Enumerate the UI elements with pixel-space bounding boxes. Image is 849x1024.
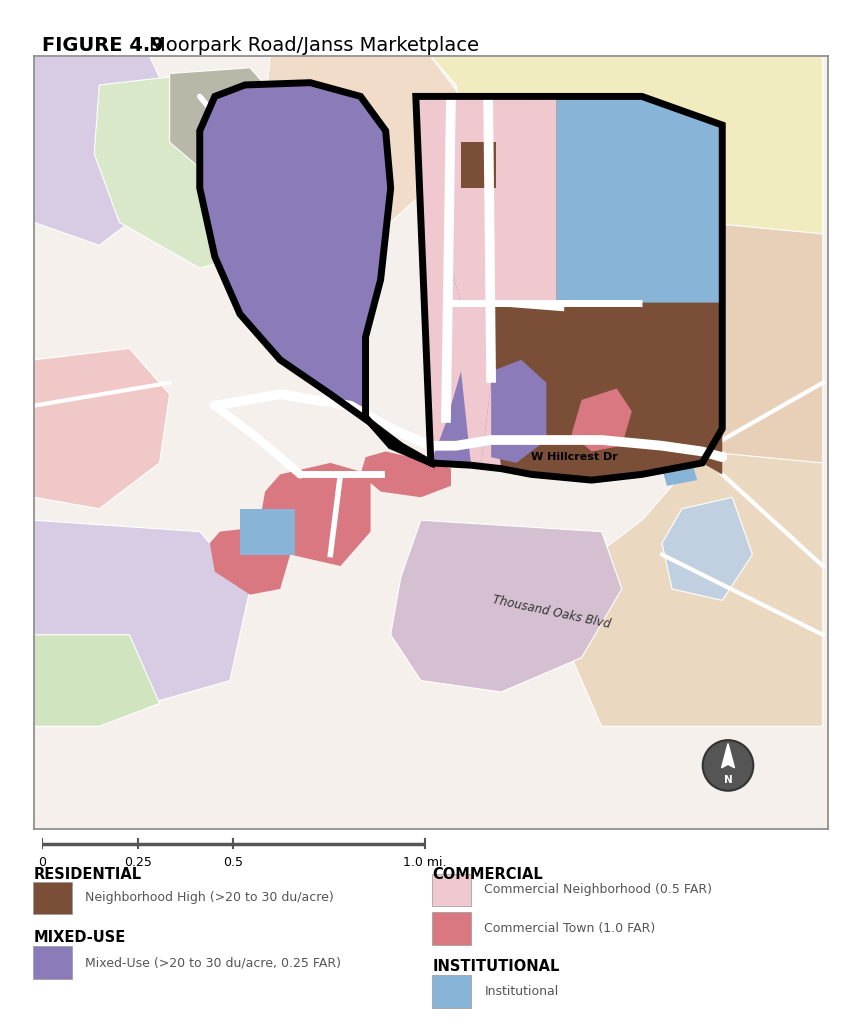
Text: INSTITUTIONAL: INSTITUTIONAL [432, 959, 559, 974]
Polygon shape [240, 509, 295, 555]
FancyBboxPatch shape [432, 976, 471, 1008]
Polygon shape [416, 96, 556, 302]
Text: FIGURE 4.9: FIGURE 4.9 [42, 36, 164, 55]
Polygon shape [430, 56, 823, 268]
Polygon shape [200, 83, 722, 480]
Text: 0: 0 [38, 856, 47, 869]
Text: 0.25: 0.25 [124, 856, 152, 869]
Text: N: N [723, 775, 733, 784]
Polygon shape [34, 520, 250, 703]
Polygon shape [34, 56, 180, 246]
Polygon shape [34, 635, 160, 726]
Polygon shape [260, 463, 370, 566]
Polygon shape [361, 452, 451, 498]
Text: Commercial Town (1.0 FAR): Commercial Town (1.0 FAR) [484, 922, 655, 935]
Text: Mixed-Use (>20 to 30 du/acre, 0.25 FAR): Mixed-Use (>20 to 30 du/acre, 0.25 FAR) [85, 956, 341, 969]
Polygon shape [492, 359, 547, 463]
Polygon shape [391, 520, 621, 692]
Polygon shape [94, 74, 310, 268]
Text: Commercial Neighborhood (0.5 FAR): Commercial Neighborhood (0.5 FAR) [484, 884, 712, 896]
Polygon shape [561, 452, 823, 726]
Polygon shape [170, 68, 290, 176]
Polygon shape [451, 96, 492, 465]
Polygon shape [722, 743, 734, 768]
Polygon shape [662, 463, 697, 485]
Polygon shape [556, 96, 722, 302]
FancyBboxPatch shape [33, 882, 72, 914]
Text: COMMERCIAL: COMMERCIAL [432, 867, 543, 882]
Polygon shape [481, 96, 722, 480]
Text: Institutional: Institutional [484, 985, 559, 998]
Text: Moorpark Road/Janss Marketplace: Moorpark Road/Janss Marketplace [149, 36, 479, 55]
Polygon shape [461, 142, 496, 188]
Polygon shape [200, 83, 492, 465]
Text: W Hillcrest Dr: W Hillcrest Dr [531, 453, 618, 462]
Text: 0.5: 0.5 [223, 856, 244, 869]
FancyBboxPatch shape [33, 946, 72, 979]
Circle shape [703, 740, 753, 791]
Polygon shape [260, 56, 461, 233]
Text: MIXED-USE: MIXED-USE [33, 930, 126, 945]
Polygon shape [492, 211, 547, 274]
Polygon shape [571, 388, 632, 452]
Text: Neighborhood High (>20 to 30 du/acre): Neighborhood High (>20 to 30 du/acre) [85, 891, 334, 904]
Polygon shape [692, 222, 823, 474]
Polygon shape [34, 348, 170, 509]
Text: RESIDENTIAL: RESIDENTIAL [33, 867, 142, 882]
FancyBboxPatch shape [432, 912, 471, 945]
FancyBboxPatch shape [432, 873, 471, 906]
Text: 1.0 mi.: 1.0 mi. [402, 856, 447, 869]
Text: Thousand Oaks Blvd: Thousand Oaks Blvd [492, 593, 611, 631]
Polygon shape [662, 498, 752, 600]
Polygon shape [210, 526, 290, 595]
